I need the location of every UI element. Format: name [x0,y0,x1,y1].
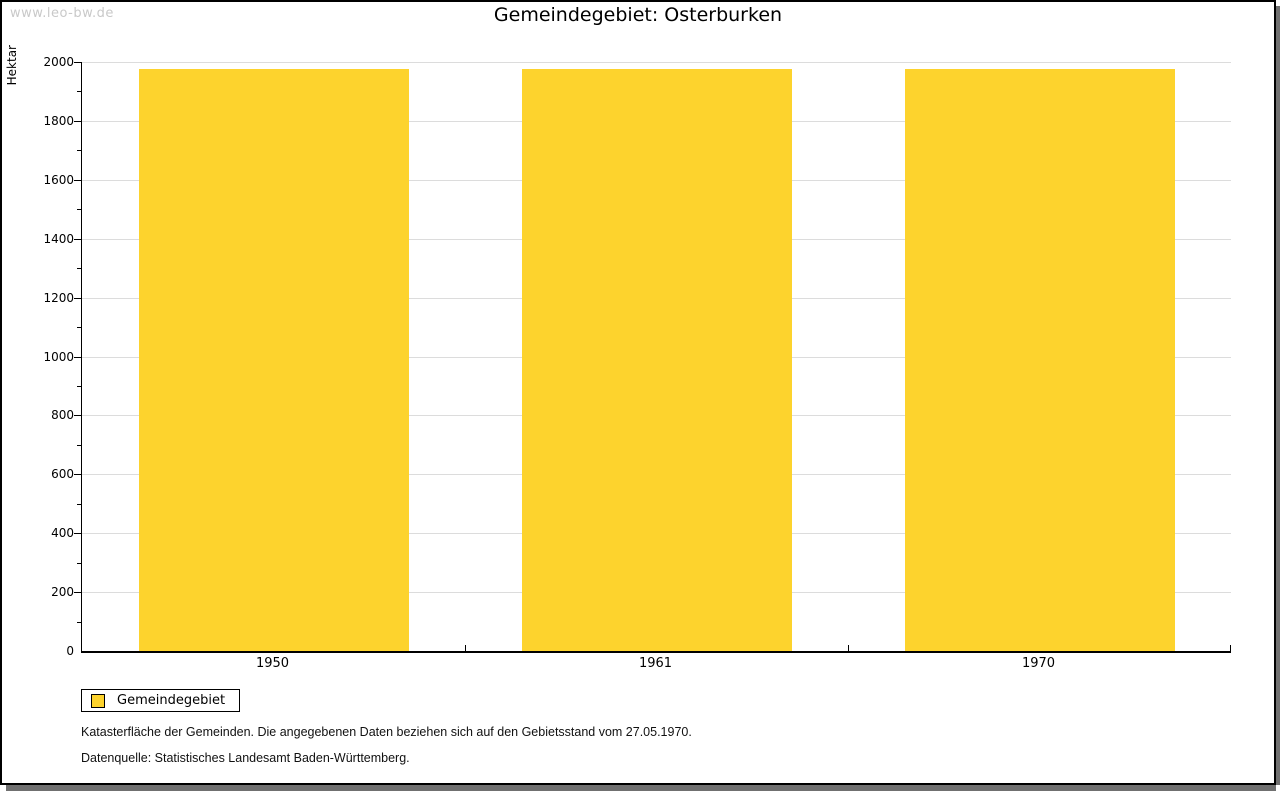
y-tick-label: 600 [51,467,74,482]
gridline [82,62,1231,63]
footnote-data-source: Datenquelle: Statistisches Landesamt Bad… [81,751,410,765]
y-tick-label: 800 [51,408,74,423]
x-axis-category-tick [465,645,466,651]
y-tick-label: 400 [51,526,74,541]
y-axis-major-tick [74,179,81,181]
y-axis-minor-tick [77,621,81,623]
y-axis-minor-tick [77,385,81,387]
y-tick-label: 1600 [43,172,74,187]
y-axis-minor-tick [77,562,81,564]
y-axis-minor-tick [77,444,81,446]
chart-title: Gemeindegebiet: Osterburken [493,4,783,26]
y-axis-major-tick [74,120,81,122]
footnote-source-note: Katasterfläche der Gemeinden. Die angege… [81,725,692,739]
bar-1961 [521,69,792,651]
watermark: www.leo-bw.de [10,6,114,21]
y-axis-major-tick [74,297,81,299]
bar-1950 [138,69,409,651]
y-axis-minor-tick [77,91,81,93]
y-axis-minor-tick [77,268,81,270]
y-axis-minor-tick [77,150,81,152]
y-tick-label: 1200 [43,290,74,305]
y-tick-label: 2000 [43,55,74,69]
y-axis-minor-tick [77,327,81,329]
plot-area [74,62,1231,653]
y-tick-label: 1400 [43,231,74,246]
y-axis-major-tick [74,62,81,63]
y-axis-major-tick [74,415,81,417]
y-tick-label: 0 [66,644,74,658]
x-axis-category-tick [848,645,849,651]
y-axis-major-tick [74,592,81,594]
x-axis-end-tick [1230,645,1231,651]
legend-box: Gemeindegebiet [81,689,241,712]
x-tick-label: 1970 [1021,656,1056,671]
y-tick-label: 200 [51,585,74,600]
y-axis-major-tick [74,238,81,240]
legend-label: Gemeindegebiet [117,693,226,708]
bar-1970 [904,69,1175,651]
y-tick-label: 1800 [43,113,74,128]
y-axis-major-tick [74,474,81,476]
y-axis-major-tick [74,356,81,358]
y-tick-label: 1000 [43,349,74,364]
frame-shadow-right [1276,6,1280,785]
frame-shadow-bottom [6,785,1276,791]
y-axis-minor-tick [77,503,81,505]
y-axis-major-tick [74,533,81,535]
x-tick-label: 1950 [255,656,290,671]
x-tick-label: 1961 [638,656,673,671]
y-axis-minor-tick [77,209,81,211]
legend-swatch-icon [91,693,105,708]
